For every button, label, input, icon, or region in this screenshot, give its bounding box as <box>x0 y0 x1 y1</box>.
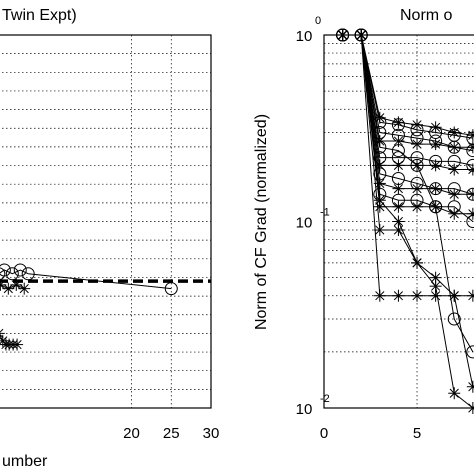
right-series-point <box>411 118 424 131</box>
right-series-point <box>448 207 461 220</box>
right-series-point <box>448 387 461 400</box>
right-series-point <box>429 182 442 195</box>
left-series-point <box>18 282 31 295</box>
right-x-tick-label: 5 <box>413 425 421 442</box>
right-series-point <box>392 135 405 148</box>
right-series-point <box>392 159 405 172</box>
right-series-point <box>429 200 443 214</box>
right-series-point <box>373 289 386 302</box>
right-series-point <box>392 116 405 129</box>
right-series-line <box>342 34 474 353</box>
left-series-line <box>0 284 25 290</box>
right-series-point <box>410 123 424 137</box>
left-series-point <box>0 328 5 338</box>
right-y-tick-label: 10 <box>296 401 313 418</box>
right-y-tick-exponent: -2 <box>320 393 330 405</box>
right-series-point <box>392 215 405 228</box>
right-series-point <box>466 345 474 359</box>
right-corner-label: 0 <box>315 15 321 27</box>
left-x-tick-label: 30 <box>203 425 220 442</box>
right-series-point <box>429 121 442 134</box>
right-series-point <box>448 163 461 176</box>
right-series-point <box>466 188 474 201</box>
right-series-point <box>466 163 474 176</box>
right-series-point <box>429 138 442 151</box>
right-y-tick-label: 10 <box>296 28 313 45</box>
left-x-tick-label: 25 <box>163 425 180 442</box>
right-series-point <box>448 141 461 154</box>
left-series-point <box>13 263 27 277</box>
right-series-point <box>411 138 424 151</box>
right-series-point <box>373 140 387 154</box>
left-tick-labels: 20 25 30 <box>123 425 219 442</box>
right-series-point <box>373 224 386 237</box>
right-series-point <box>411 256 424 269</box>
left-x-tick-label: 20 <box>123 425 140 442</box>
right-series-point <box>392 200 405 213</box>
right-series-point <box>429 159 442 172</box>
right-series-point <box>411 200 424 213</box>
right-series-point <box>391 144 405 158</box>
left-gridlines <box>0 35 212 408</box>
right-y-tick-label: 10 <box>296 215 313 232</box>
right-series-line <box>342 34 474 409</box>
right-series-point <box>392 289 405 302</box>
left-series-layer <box>0 263 211 351</box>
right-series-point <box>392 182 405 195</box>
right-series-point <box>466 289 474 302</box>
left-chart-panel: 20 25 30 Twin Expt) umber <box>0 7 219 470</box>
right-series-point <box>447 312 461 326</box>
left-chart-title: Twin Expt) <box>2 7 77 24</box>
right-series-point <box>429 280 442 293</box>
right-series-point <box>448 126 461 139</box>
left-series-point <box>5 267 19 281</box>
right-series-point <box>411 289 424 302</box>
right-plot-frame <box>323 34 474 409</box>
right-x-tick-label: 0 <box>320 425 328 442</box>
right-series-point <box>466 207 474 220</box>
right-tick-labels: 0 5 10 -2 10 -1 10 <box>296 28 422 442</box>
right-series-point <box>448 188 461 201</box>
left-plot-frame <box>0 34 212 409</box>
right-chart-title: Norm o <box>400 7 453 24</box>
right-series-point <box>410 158 424 172</box>
right-series-point <box>373 194 386 207</box>
right-series-point <box>391 118 405 132</box>
right-series-point <box>466 380 474 393</box>
right-y-tick-exponent: -1 <box>320 207 330 219</box>
right-series-point <box>411 182 424 195</box>
left-series-point <box>0 263 11 277</box>
right-y-axis-label: Norm of CF Grad (normalized) <box>253 114 270 330</box>
left-series-point <box>11 338 24 351</box>
right-series-point <box>466 141 474 154</box>
right-chart-panel: 0 5 10 -2 10 -1 10 Norm o 0 Norm of CF Grad (n… <box>253 7 474 442</box>
left-x-axis-label: umber <box>2 453 48 470</box>
left-series-point <box>0 267 6 281</box>
